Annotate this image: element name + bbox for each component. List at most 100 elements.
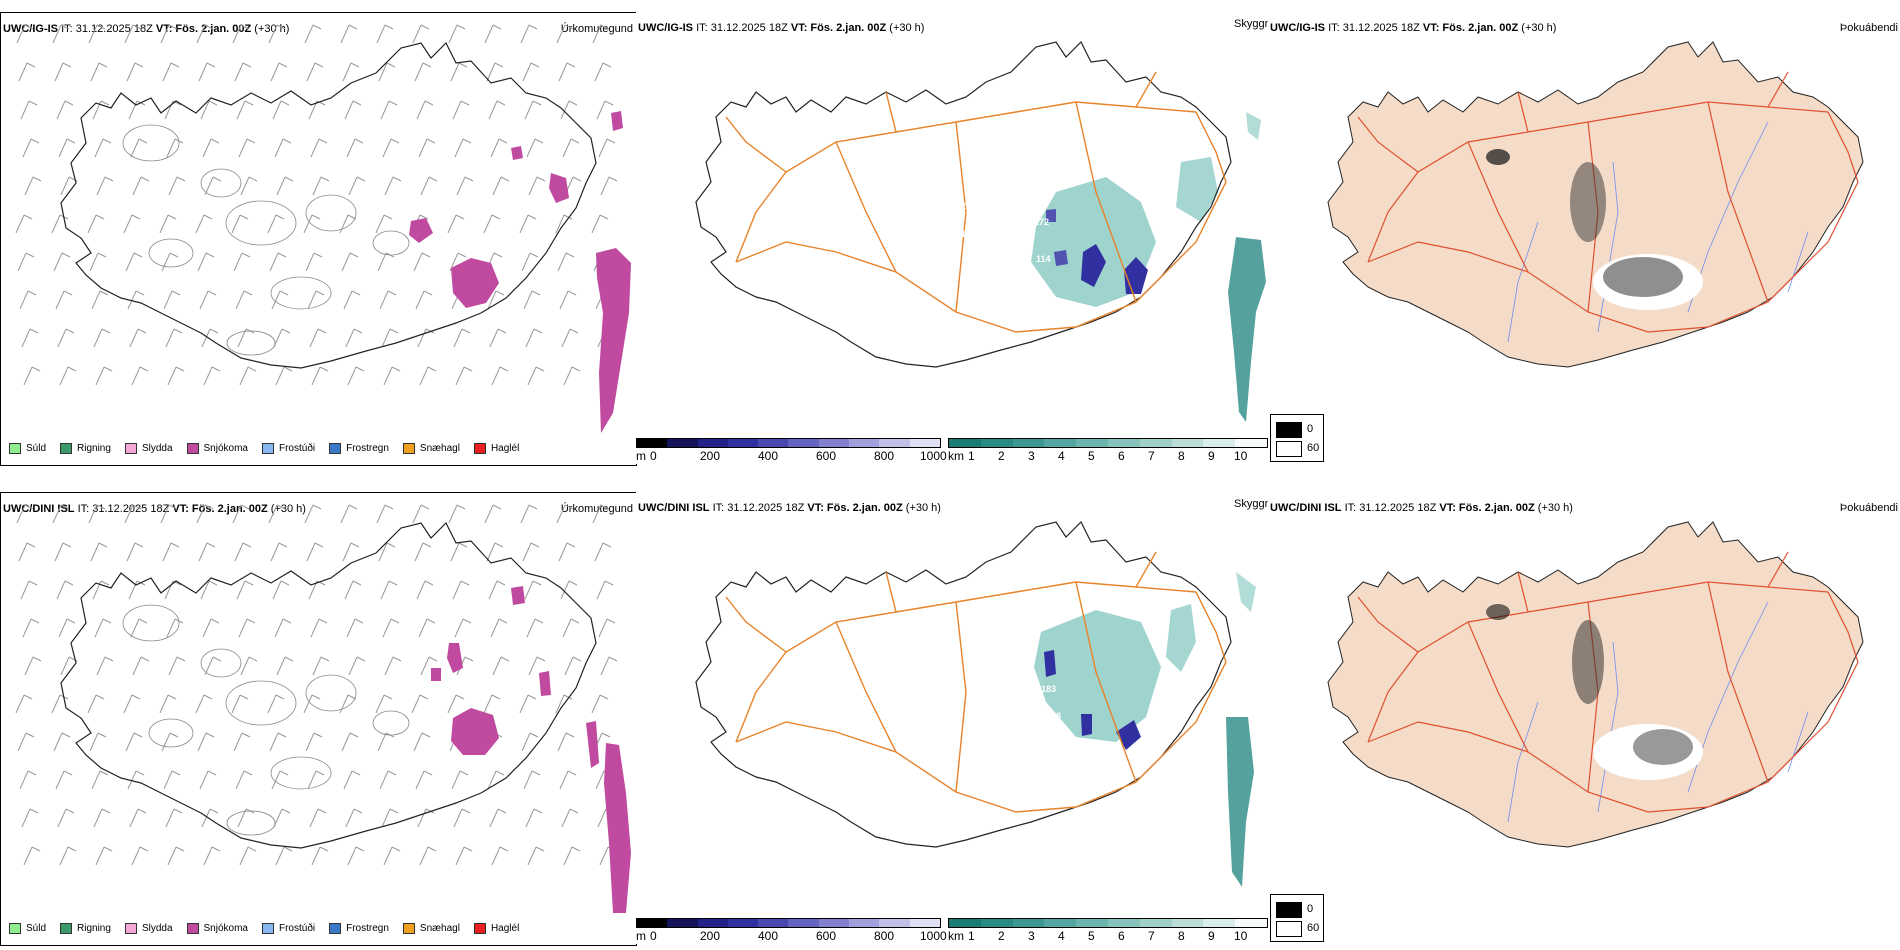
road-network bbox=[725, 71, 1227, 333]
wind-barb-flag bbox=[604, 580, 614, 586]
wind-barb-flag bbox=[280, 100, 290, 106]
wind-barb bbox=[492, 656, 502, 676]
wind-barb bbox=[521, 252, 531, 272]
legend-item: Haglél bbox=[473, 923, 519, 934]
wind-barb-flag bbox=[422, 542, 432, 548]
wind-barb bbox=[419, 846, 429, 866]
wind-barb bbox=[483, 694, 493, 714]
wind-barb-flag bbox=[240, 504, 250, 510]
wind-barb-flag bbox=[570, 138, 580, 144]
wind-barb bbox=[162, 542, 172, 562]
wind-barb bbox=[595, 770, 605, 790]
wind-barb-flag bbox=[496, 100, 506, 106]
wind-barb bbox=[240, 176, 250, 196]
wind-barb bbox=[304, 24, 314, 44]
wind-barb bbox=[560, 580, 570, 600]
legend-label: Slydda bbox=[141, 923, 173, 934]
road bbox=[735, 581, 1197, 743]
wind-barb bbox=[414, 62, 424, 82]
wind-barb-flag bbox=[390, 618, 400, 624]
legend-item: Frostregn bbox=[329, 443, 389, 454]
wind-barb-flag bbox=[568, 100, 578, 106]
wind-barb-flag bbox=[248, 656, 258, 662]
wind-barb bbox=[233, 732, 243, 752]
wind-barb-flag bbox=[494, 542, 504, 548]
wind-barb-flag bbox=[531, 290, 541, 296]
wind-barb bbox=[379, 290, 389, 310]
wind-barb bbox=[58, 138, 68, 158]
wind-barb bbox=[53, 732, 63, 752]
wind-barb-flag bbox=[29, 808, 39, 814]
wind-barb-flag bbox=[314, 542, 324, 548]
wind-barb bbox=[52, 24, 62, 44]
road bbox=[1367, 181, 1859, 333]
wind-barb-flag bbox=[317, 328, 327, 334]
wind-barb bbox=[90, 62, 100, 82]
colorbar-tick: 4 bbox=[1058, 929, 1065, 943]
wind-barb-flag bbox=[392, 656, 402, 662]
wind-barb-flag bbox=[277, 252, 287, 258]
wind-barb bbox=[310, 618, 320, 638]
wind-barb-flag bbox=[493, 252, 503, 258]
colorbar-step bbox=[1171, 919, 1204, 927]
wind-barb bbox=[420, 176, 430, 196]
colorbar-step bbox=[818, 439, 850, 447]
wind-barb bbox=[237, 808, 247, 828]
wind-barb bbox=[448, 504, 458, 524]
wind-barb-flag bbox=[420, 24, 430, 30]
wind-barb-flag bbox=[28, 580, 38, 586]
legend-item: Rigning bbox=[60, 923, 111, 934]
wind-barb bbox=[274, 138, 284, 158]
wind-barb bbox=[384, 176, 394, 196]
terrain-contour bbox=[200, 648, 242, 678]
wind-barb-flag bbox=[460, 100, 470, 106]
fog-map-svg-bottom bbox=[1327, 521, 1864, 848]
fog-patch bbox=[1486, 604, 1510, 620]
wind-barb-flag bbox=[498, 618, 508, 624]
wind-barb bbox=[522, 62, 532, 82]
wind-barb bbox=[21, 328, 31, 348]
wind-barb-flag bbox=[25, 732, 35, 738]
wind-barb bbox=[452, 580, 462, 600]
wind-barb-flag bbox=[168, 24, 178, 30]
river bbox=[1787, 231, 1809, 293]
wind-barb bbox=[15, 694, 25, 714]
colorbar-step bbox=[1139, 439, 1172, 447]
wind-barb-flag bbox=[137, 808, 147, 814]
wind-barb bbox=[233, 252, 243, 272]
wind-barb-flag bbox=[316, 580, 326, 586]
wind-barb-flag bbox=[135, 290, 145, 296]
wind-barb bbox=[342, 62, 352, 82]
vis-fill-area bbox=[1246, 112, 1261, 140]
road bbox=[1357, 596, 1419, 653]
legend-item: Snjókoma bbox=[186, 923, 248, 934]
wind-barb bbox=[489, 328, 499, 348]
wind-barb-flag bbox=[530, 62, 540, 68]
wind-barb bbox=[455, 846, 465, 866]
wind-barb bbox=[491, 366, 501, 386]
wind-barb-flag bbox=[491, 214, 501, 220]
wind-barb bbox=[600, 176, 610, 196]
wind-barb-flag bbox=[170, 542, 180, 548]
wind-barb-flag bbox=[62, 62, 72, 68]
wind-barb-flag bbox=[427, 846, 437, 852]
wind-barb-flag bbox=[534, 618, 544, 624]
legend-label: Slydda bbox=[141, 443, 173, 454]
wind-barb-flag bbox=[102, 138, 112, 144]
legend-item: Snæhagl bbox=[402, 443, 460, 454]
wind-barb-flag bbox=[277, 732, 287, 738]
ceiling-value: 146 bbox=[981, 174, 996, 184]
wind-barb bbox=[523, 770, 533, 790]
wind-barb bbox=[129, 328, 139, 348]
wind-barb-flag bbox=[536, 656, 546, 662]
vis-product-label-top: Skyggni bbox=[1234, 18, 1270, 30]
wind-barb bbox=[271, 290, 281, 310]
wind-barb bbox=[199, 770, 209, 790]
colorbar-tick: 400 bbox=[758, 929, 779, 943]
ceiling-area bbox=[1044, 650, 1056, 677]
wind-barb bbox=[416, 100, 426, 120]
ceiling-area bbox=[1054, 250, 1068, 266]
colorbar-step bbox=[758, 919, 789, 927]
wind-barb bbox=[267, 214, 277, 234]
wind-barb bbox=[270, 542, 280, 562]
